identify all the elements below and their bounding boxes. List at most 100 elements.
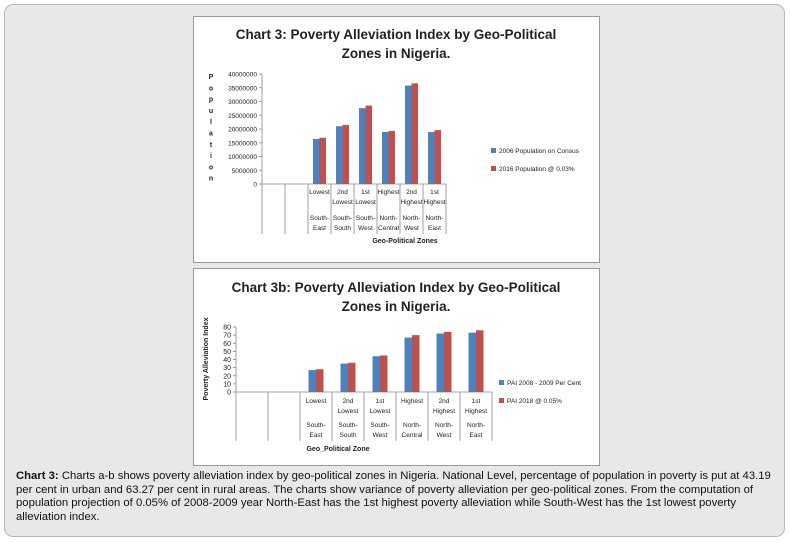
bar-series2: [412, 335, 420, 392]
category-rank-label: Highest: [433, 408, 455, 415]
y-tick-label: 10: [223, 381, 231, 388]
y-tick-label: 0: [253, 182, 257, 189]
bar-series2: [316, 369, 324, 392]
bar-series2: [388, 130, 395, 184]
y-axis-label-letter: u: [209, 108, 213, 115]
bar-series2: [380, 355, 388, 392]
category-zone-label: North-: [425, 215, 443, 222]
bar-series1: [313, 138, 320, 184]
chart-3-plot: Chart 3: Poverty Alleviation Index by Ge…: [209, 27, 580, 245]
chart-title-line: Chart 3: Poverty Alleviation Index by Ge…: [236, 27, 557, 42]
bar-series1: [428, 132, 435, 184]
bar-series2: [365, 105, 372, 184]
bar-series2: [319, 137, 326, 184]
bar-series2: [476, 330, 484, 392]
category-zone-label: East: [309, 432, 322, 439]
y-axis-label: Poverty Alleviation Index: [203, 317, 210, 400]
category-zone-label: South-: [356, 215, 375, 222]
chart-title-line: Chart 3b: Poverty Alleviation Index by G…: [232, 280, 561, 295]
chart-title-line: Zones in Nigeria.: [342, 299, 451, 314]
y-axis-label-letter: l: [210, 119, 212, 126]
caption-label: Chart 3:: [16, 470, 59, 482]
y-axis-label-letter: i: [210, 153, 212, 160]
y-tick-label: 40000000: [228, 72, 257, 79]
category-zone-label: East: [428, 225, 441, 232]
legend-swatch: [491, 148, 496, 153]
bar-series1: [359, 108, 366, 184]
bar-series1: [468, 332, 476, 392]
caption-text: Charts a-b shows poverty alleviation ind…: [16, 470, 771, 523]
y-axis-label-letter: p: [209, 97, 213, 104]
legend-swatch: [491, 166, 496, 171]
y-tick-label: 70: [223, 333, 231, 340]
legend-swatch: [499, 398, 504, 403]
category-zone-label: South: [340, 432, 357, 439]
y-tick-label: 80: [223, 325, 231, 332]
y-axis-label-letter: n: [209, 176, 213, 183]
bar-series1: [436, 333, 444, 392]
category-zone-label: West: [373, 432, 388, 439]
y-tick-label: 35000000: [228, 85, 257, 92]
category-zone-label: South-: [370, 422, 389, 429]
category-rank-label: Highest: [400, 199, 422, 206]
bar-series1: [405, 85, 412, 184]
category-rank-label: Highest: [377, 189, 399, 196]
bar-series1: [382, 132, 389, 184]
bar-series1: [336, 126, 343, 184]
bar-series2: [411, 83, 418, 184]
y-tick-label: 30: [223, 365, 231, 372]
category-rank-label: Lowest: [338, 408, 359, 415]
category-zone-label: South-: [310, 215, 329, 222]
category-rank-label: Lowest: [370, 408, 391, 415]
category-rank-label: 1st: [472, 398, 481, 405]
category-zone-label: East: [313, 225, 326, 232]
category-zone-label: South-: [338, 422, 357, 429]
bar-series2: [434, 130, 441, 184]
bar-series2: [444, 331, 452, 392]
category-rank-label: Lowest: [332, 199, 353, 206]
y-tick-label: 30000000: [228, 99, 257, 106]
category-rank-label: 2nd: [337, 189, 348, 196]
category-rank-label: 1st: [376, 398, 385, 405]
category-zone-label: South-: [306, 422, 325, 429]
y-tick-label: 60: [223, 341, 231, 348]
bar-series1: [372, 356, 380, 392]
legend-label: PAI 2008 - 2009 Per Cent: [507, 380, 581, 387]
category-zone-label: Central: [402, 432, 424, 439]
category-rank-label: Highest: [401, 398, 423, 405]
y-tick-label: 10000000: [228, 154, 257, 161]
legend-label: 2006 Population on Consus: [499, 148, 580, 155]
legend-swatch: [499, 380, 504, 385]
category-zone-label: West: [404, 225, 419, 232]
y-tick-label: 0: [227, 390, 231, 397]
category-zone-label: South: [334, 225, 351, 232]
bar-series2: [342, 124, 349, 184]
category-rank-label: Lowest: [355, 199, 376, 206]
legend-label: 2016 Population @ 0.03%: [499, 166, 575, 173]
x-axis-label: Geo-Political Zones: [372, 238, 437, 245]
category-rank-label: 2nd: [439, 398, 450, 405]
category-rank-label: Highest: [465, 408, 487, 415]
chart-title-line: Zones in Nigeria.: [342, 46, 451, 61]
chart-3b-plot: Chart 3b: Poverty Alleviation Index by G…: [203, 280, 581, 453]
category-zone-label: South-: [333, 215, 352, 222]
category-zone-label: North-: [435, 422, 453, 429]
category-rank-label: 1st: [361, 189, 370, 196]
category-rank-label: Lowest: [309, 189, 330, 196]
y-tick-label: 20000000: [228, 127, 257, 134]
y-tick-label: 5000000: [232, 168, 258, 175]
y-axis-label-letter: t: [210, 142, 213, 149]
y-axis-label-letter: a: [209, 131, 213, 138]
y-tick-label: 20: [223, 373, 231, 380]
y-axis-label-letter: P: [209, 74, 214, 81]
category-zone-label: North-: [467, 422, 485, 429]
figure-caption: Chart 3: Charts a-b shows poverty allevi…: [16, 470, 776, 524]
y-tick-label: 40: [223, 357, 231, 364]
category-zone-label: East: [469, 432, 482, 439]
category-zone-label: North-: [379, 215, 397, 222]
category-zone-label: West: [358, 225, 373, 232]
category-zone-label: North-: [402, 215, 420, 222]
bar-series2: [348, 362, 356, 392]
category-rank-label: 1st: [430, 189, 439, 196]
chart-3-panel: Chart 3: Poverty Alleviation Index by Ge…: [193, 16, 600, 263]
